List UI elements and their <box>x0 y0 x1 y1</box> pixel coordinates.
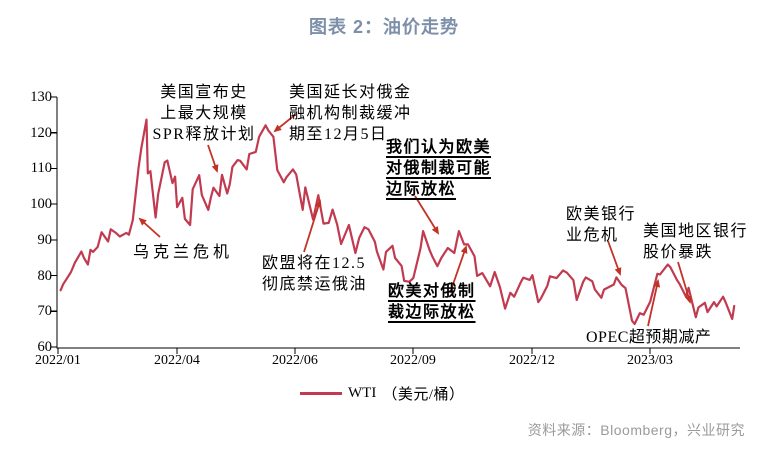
annotation-text: 欧美银行 <box>566 206 637 223</box>
annotation-text: 乌克兰危机 <box>133 244 234 261</box>
annotation-us-regional-banks: 美国地区银行 股价暴跌 <box>643 221 748 263</box>
annotation-text: SPR释放计划 <box>152 126 256 143</box>
annotation-bank-crisis: 欧美银行 业危机 <box>566 204 636 246</box>
annotation-text: 美国延长对俄金 <box>289 84 412 101</box>
annotation-text: 边际放松 <box>386 181 457 198</box>
legend-unit-label: （美元/桶） <box>382 387 465 403</box>
annotation-text: 裁边际放松 <box>388 304 476 321</box>
annotation-text: 融机构制裁缓冲 <box>289 105 412 122</box>
annotation-text: 股价暴跌 <box>643 244 714 261</box>
annotation-sanction-relax: 欧美对俄制 裁边际放松 <box>388 281 476 323</box>
annotation-arrow <box>449 245 468 294</box>
y-axis-label: 60 <box>37 339 53 355</box>
annotation-text: 欧盟将在12.5 <box>262 255 367 272</box>
annotation-text: 彻底禁运俄油 <box>262 276 368 293</box>
annotation-arrow <box>647 279 661 327</box>
annotation-arrow <box>273 113 297 133</box>
annotation-text: 美国宣布史 <box>160 84 248 101</box>
x-axis-label: 2022/04 <box>154 353 200 368</box>
x-axis-label: 2022/06 <box>272 353 318 368</box>
legend-line-swatch <box>300 392 342 395</box>
annotation-arrow <box>677 261 692 304</box>
annotation-arrow <box>207 144 219 173</box>
legend: WTI （美元/桶） <box>300 383 465 404</box>
source-note: 资料来源：Bloomberg，兴业研究 <box>527 422 745 438</box>
annotation-extend-sanctions: 美国延长对俄金 融机构制裁缓冲 期至12月5日 <box>289 82 429 145</box>
annotation-arrow <box>138 217 161 238</box>
y-axis-label: 80 <box>37 268 53 284</box>
y-axis-label: 120 <box>30 125 52 141</box>
annotation-we-think-relax: 我们认为欧美 对俄制裁可能 边际放松 <box>386 137 491 200</box>
annotation-eu-ban: 欧盟将在12.5 彻底禁运俄油 <box>262 253 367 295</box>
y-axis-label: 110 <box>30 160 52 176</box>
x-axis-label: 2023/03 <box>627 353 673 368</box>
annotation-arrows <box>138 113 692 327</box>
annotation-text: OPEC超预期减产 <box>586 329 712 346</box>
annotation-text: 美国地区银行 <box>643 223 749 240</box>
x-axis-label: 2022/12 <box>509 353 555 368</box>
y-axis-label: 130 <box>30 89 52 105</box>
x-axis-tick-marks <box>57 348 651 354</box>
annotation-text: 期至12月5日 <box>289 126 388 143</box>
annotation-arrow <box>607 240 622 276</box>
annotation-text: 对俄制裁可能 <box>386 160 492 177</box>
price-line <box>59 118 736 326</box>
annotation-spr: 美国宣布史 上最大规模 SPR释放计划 <box>150 82 258 145</box>
axis-lines <box>56 97 740 349</box>
annotation-text: 我们认为欧美 <box>386 139 492 156</box>
annotation-ukraine: 乌克兰危机 <box>133 242 233 263</box>
annotation-arrow <box>414 195 440 235</box>
y-axis-label: 70 <box>37 303 53 319</box>
legend-series-label: WTI <box>348 385 377 401</box>
y-axis-tick-marks <box>51 96 57 348</box>
page-title: 图表 2：油价走势 <box>308 17 459 37</box>
x-axis-label: 2022/01 <box>35 353 81 368</box>
annotation-text: 上最大规模 <box>160 105 248 122</box>
annotation-arrow <box>303 199 322 253</box>
y-axis-label: 100 <box>30 196 52 212</box>
y-axis-label: 90 <box>37 232 53 248</box>
annotation-opec-cut: OPEC超预期减产 <box>586 327 711 348</box>
x-axis-label: 2022/09 <box>390 353 436 368</box>
annotation-text: 欧美对俄制 <box>388 283 476 300</box>
annotation-text: 业危机 <box>566 227 619 244</box>
